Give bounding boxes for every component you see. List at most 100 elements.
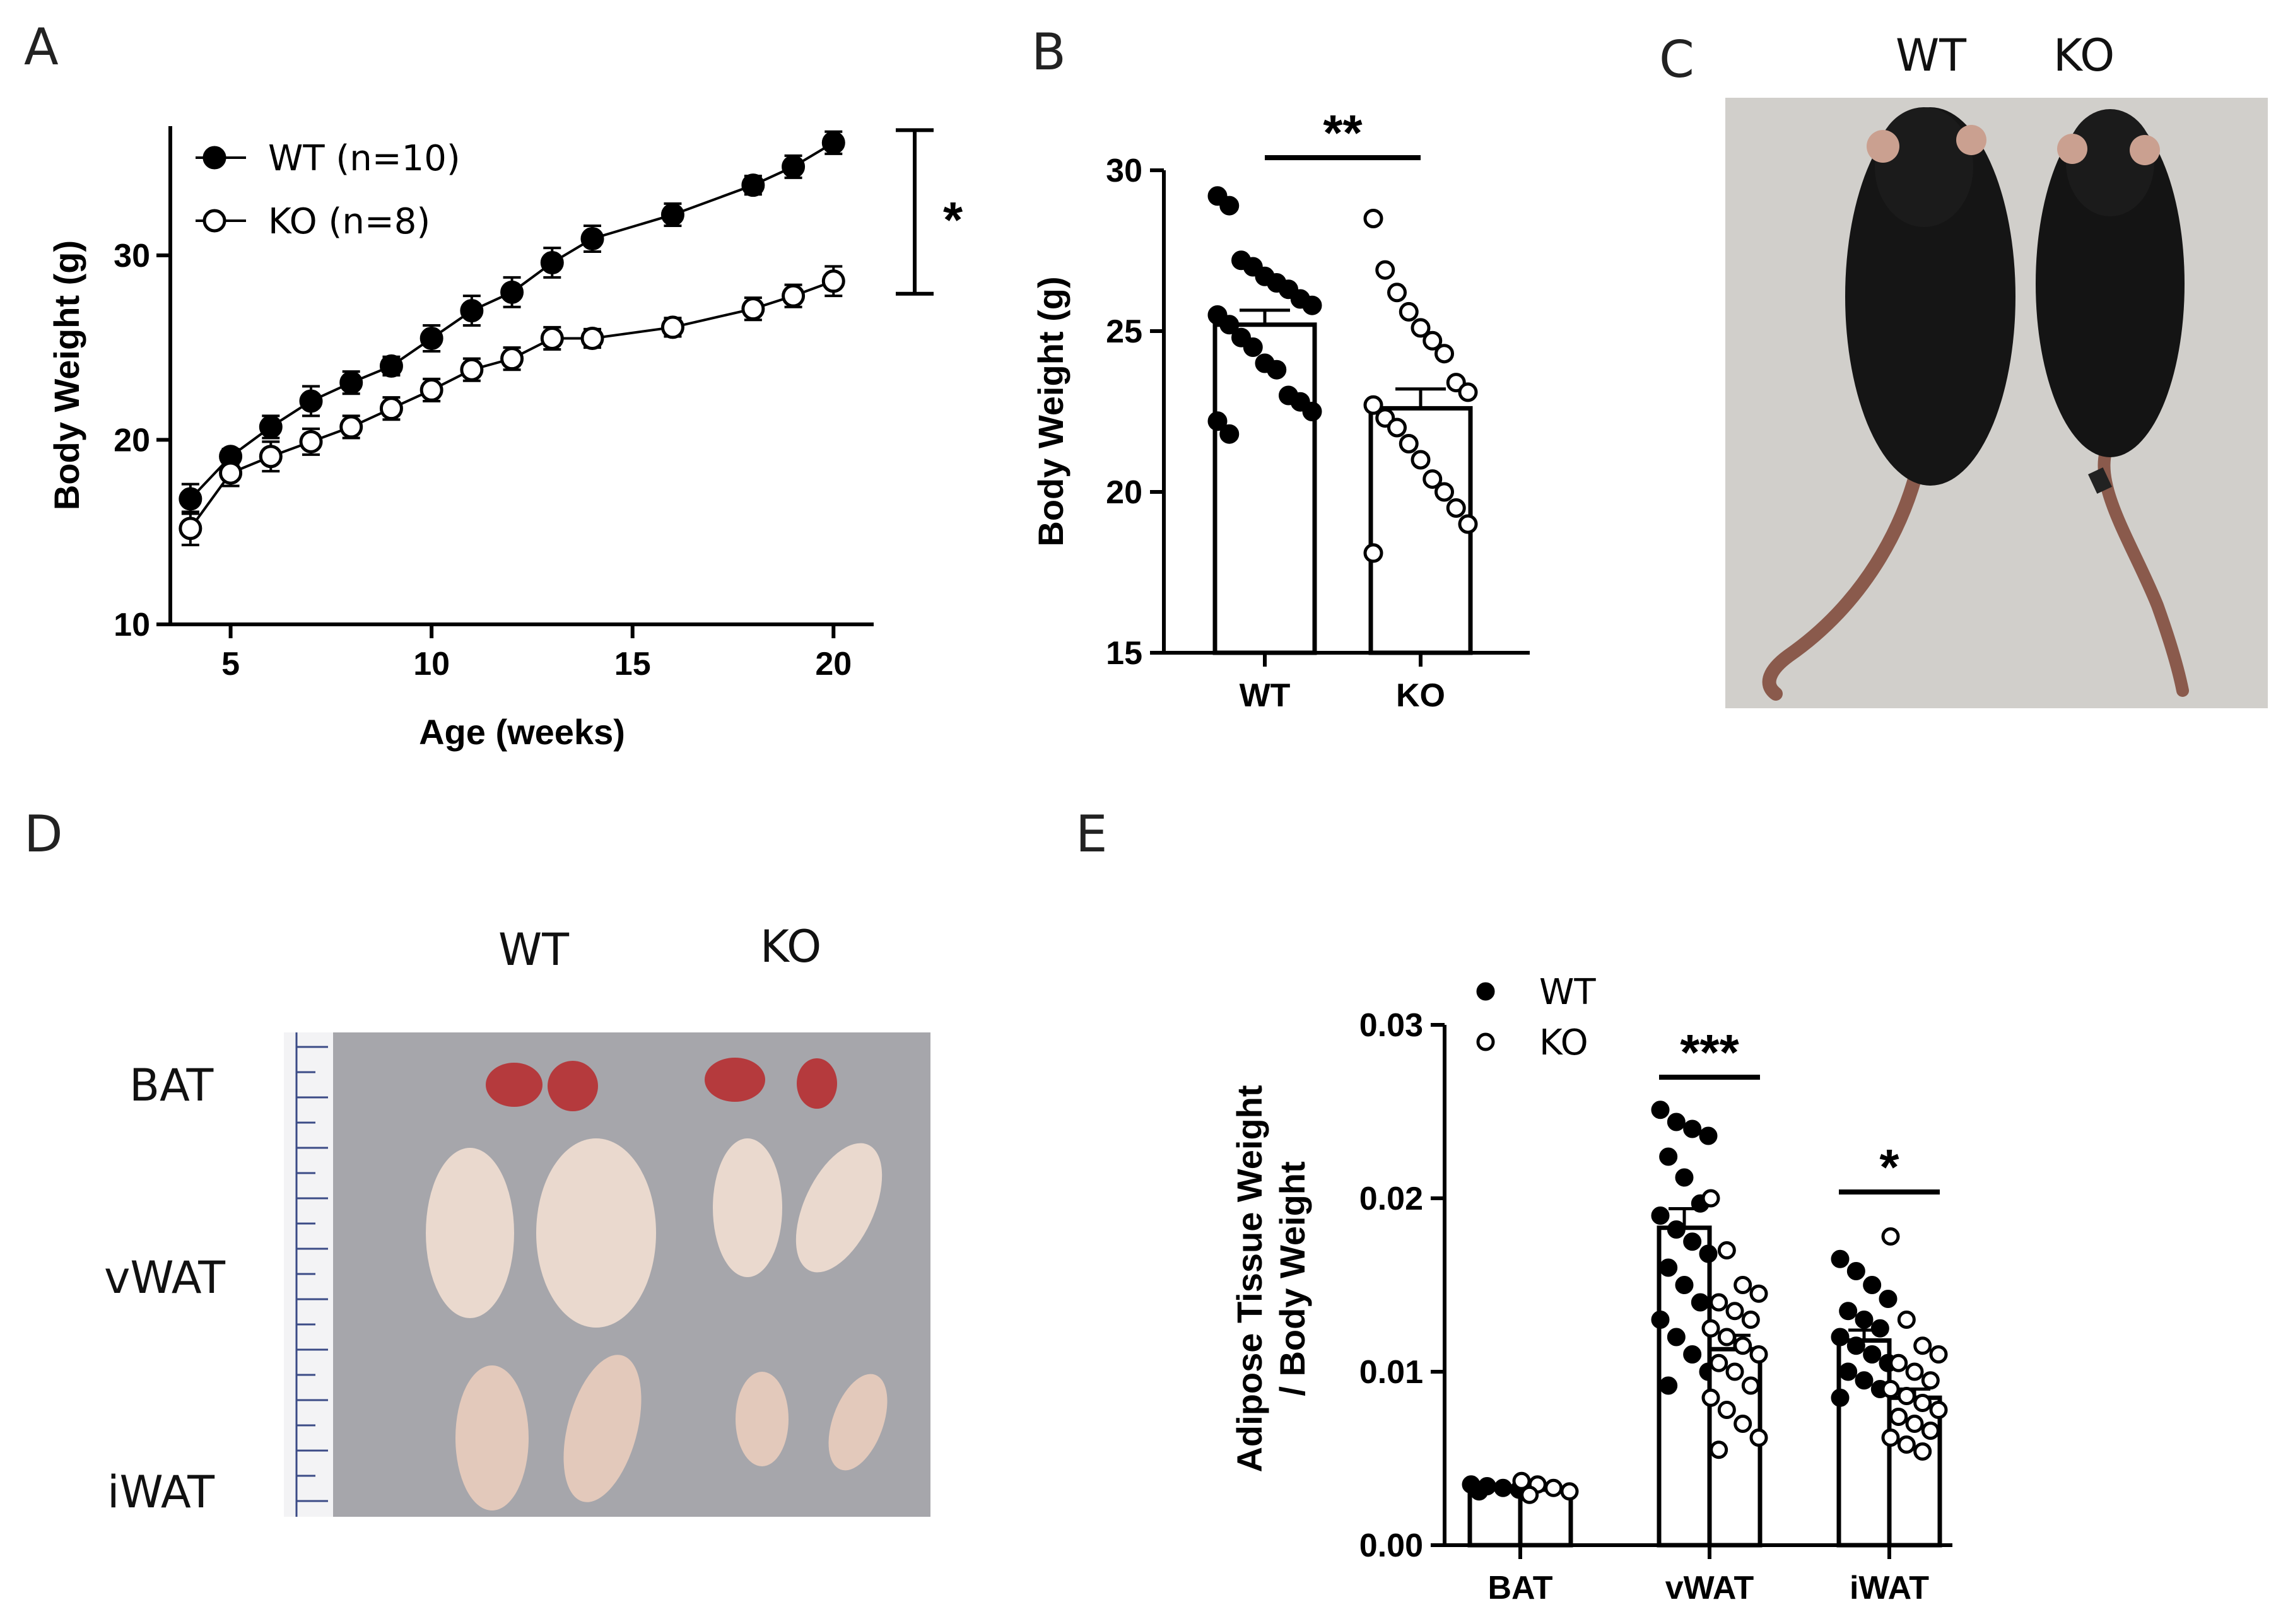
a-x-tick-label: 10	[413, 646, 450, 682]
e-data-point	[1717, 1328, 1736, 1347]
photo-d-row-vwat: vWAT	[104, 1252, 225, 1304]
b-significance-label: **	[1323, 105, 1363, 161]
e-data-point	[1913, 1442, 1932, 1461]
e-data-point	[1921, 1371, 1940, 1390]
e-data-point	[1839, 1302, 1858, 1321]
a-data-point	[540, 326, 564, 350]
a-data-point	[821, 131, 845, 155]
a-data-point	[821, 269, 845, 293]
b-data-point	[1458, 514, 1478, 534]
e-data-point	[1921, 1422, 1940, 1440]
e-data-point	[1659, 1258, 1678, 1277]
a-data-point	[339, 415, 363, 439]
panel-letter-c: C	[1659, 30, 1694, 89]
e-data-point	[1683, 1345, 1702, 1364]
e-data-point	[1659, 1376, 1678, 1395]
e-data-point	[1651, 1311, 1670, 1329]
vwat-tissue-image	[426, 1138, 883, 1328]
ko-mouse-image	[2036, 109, 2189, 697]
e-data-point	[1651, 1206, 1670, 1225]
e-significance-label: ***	[1680, 1024, 1739, 1080]
a-data-point	[419, 326, 443, 350]
e-data-point	[1734, 1415, 1752, 1433]
e-data-point	[1897, 1387, 1916, 1405]
photo-c-label-wt: WT	[1896, 30, 1966, 81]
panel-letter-a: A	[24, 18, 59, 76]
e-data-point	[1889, 1408, 1908, 1426]
e-data-point	[1667, 1220, 1686, 1239]
a-legend-label: KO (n=8)	[268, 201, 430, 242]
e-data-point	[1683, 1119, 1702, 1138]
a-data-point	[500, 347, 524, 371]
a-data-point	[540, 251, 564, 275]
e-data-point	[1913, 1336, 1932, 1355]
e-x-tick-label: BAT	[1487, 1570, 1552, 1606]
e-data-point	[1675, 1276, 1694, 1294]
e-data-point	[1831, 1328, 1850, 1347]
iwat-tissue-image	[455, 1355, 888, 1510]
a-x-tick-label: 20	[815, 646, 852, 682]
e-data-point	[1734, 1336, 1752, 1355]
e-data-point	[1879, 1290, 1898, 1308]
e-data-point	[1831, 1249, 1850, 1268]
e-data-point	[1846, 1336, 1865, 1355]
a-legend-marker	[202, 209, 226, 233]
e-y-tick-label: 0.03	[1359, 1007, 1423, 1044]
e-legend-label: WT	[1539, 972, 1596, 1013]
e-data-point	[1855, 1311, 1874, 1329]
panel-letter-d: D	[24, 805, 63, 863]
a-data-point	[299, 429, 323, 453]
b-data-point	[1267, 359, 1287, 380]
e-data-point	[1749, 1284, 1768, 1303]
chart-b-body-weight-bars: 15 20 25 30 WT KO Body Weight (g) **	[1031, 105, 1530, 714]
wt-mouse-image	[1762, 107, 2015, 701]
a-data-point	[580, 326, 604, 350]
e-data-point	[1734, 1276, 1752, 1294]
e-data-point	[1839, 1362, 1858, 1381]
b-data-point	[1243, 337, 1263, 357]
e-data-point	[1701, 1388, 1720, 1407]
panel-letter-e: E	[1076, 805, 1108, 863]
e-data-point	[1710, 1293, 1728, 1312]
a-data-point	[500, 280, 524, 304]
e-data-point	[1741, 1376, 1760, 1395]
a-data-point	[660, 202, 684, 226]
e-data-point	[1683, 1232, 1702, 1251]
b-data-point	[1434, 482, 1454, 502]
b-data-point	[1411, 318, 1431, 338]
e-data-point	[1831, 1388, 1850, 1407]
e-data-point	[1855, 1371, 1874, 1390]
b-y-tick-label: 15	[1106, 635, 1142, 672]
e-data-point	[1913, 1394, 1932, 1412]
photo-d-tissues: WT KO BAT vWAT iWAT	[104, 921, 930, 1518]
a-y-tick-label: 30	[114, 238, 150, 274]
e-data-point	[1667, 1113, 1686, 1131]
b-data-point	[1363, 395, 1383, 415]
e-data-point	[1710, 1440, 1728, 1459]
e-x-tick-label: vWAT	[1665, 1570, 1754, 1606]
a-data-point	[179, 517, 202, 540]
a-y-axis-title: Body Weight (g)	[47, 240, 86, 510]
e-data-point	[1741, 1311, 1760, 1329]
b-data-point	[1399, 301, 1419, 322]
a-data-point	[460, 299, 484, 323]
bat-tissue-image	[486, 1058, 837, 1111]
e-y-tick-label: 0.01	[1359, 1354, 1423, 1391]
e-data-point	[1897, 1311, 1916, 1329]
b-x-tick-label: KO	[1396, 677, 1445, 714]
e-significance-label: *	[1879, 1139, 1899, 1195]
e-data-point	[1544, 1478, 1563, 1497]
a-data-point	[259, 415, 283, 439]
b-data-point	[1411, 450, 1431, 470]
e-legend-marker	[1476, 1032, 1495, 1051]
e-data-point	[1725, 1362, 1744, 1381]
b-data-point	[1399, 434, 1419, 453]
a-x-axis-title: Age (weeks)	[419, 712, 625, 752]
e-data-point	[1701, 1319, 1720, 1338]
b-x-tick-label: WT	[1240, 677, 1291, 714]
a-legend-label: WT (n=10)	[268, 138, 461, 179]
b-bar-ko	[1368, 406, 1473, 655]
a-series-line-1	[189, 279, 834, 530]
a-data-point	[460, 358, 484, 382]
a-data-point	[580, 226, 604, 250]
